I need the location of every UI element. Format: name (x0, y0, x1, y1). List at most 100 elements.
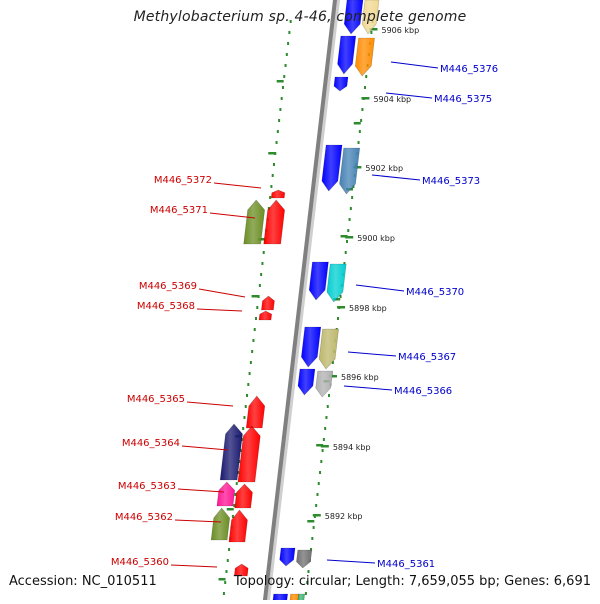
forward-track-dot (324, 427, 327, 430)
track-dash (316, 444, 324, 447)
reverse-track-dot (285, 53, 288, 56)
forward-track-dot (344, 251, 347, 254)
forward-track-dot (345, 240, 348, 243)
forward-track-dot (326, 405, 329, 408)
reverse-track-dot (255, 317, 258, 320)
forward-track-dot (322, 438, 325, 441)
forward-track-dot (351, 196, 354, 199)
forward-track-dot (357, 141, 360, 144)
reverse-track-dot (281, 86, 284, 89)
reverse-track-dot (278, 119, 281, 122)
reverse-track-dot (244, 405, 247, 408)
forward-gene-arrow (297, 368, 316, 396)
forward-track-dot (319, 471, 322, 474)
reverse-track-dot (233, 504, 236, 507)
tick-label: 5902 kbp (365, 164, 403, 173)
reverse-gene-leader (174, 519, 222, 523)
forward-track-dot (310, 548, 313, 551)
reverse-track-dot (222, 592, 225, 595)
reverse-track-dot (237, 471, 240, 474)
reverse-track-dot (247, 383, 250, 386)
forward-track-dot (312, 526, 315, 529)
track-dash (353, 122, 361, 125)
forward-gene-leader (347, 351, 397, 357)
reverse-track-dot (251, 350, 254, 353)
forward-track-dot (331, 361, 334, 364)
reverse-track-dot (267, 207, 270, 210)
forward-gene-arrow (318, 328, 339, 370)
forward-gene-arrow (321, 144, 343, 192)
reverse-gene-label: M446_5369 (139, 281, 197, 292)
forward-track-dot (307, 570, 310, 573)
forward-track-dot (328, 394, 331, 397)
track-dash (276, 80, 284, 83)
tick-label: 5896 kbp (341, 373, 379, 382)
forward-gene-arrow (272, 593, 289, 604)
reverse-track-dot (240, 438, 243, 441)
forward-gene-arrow (361, 0, 380, 35)
track-dash (307, 520, 315, 523)
forward-gene-arrow (339, 147, 361, 195)
forward-gene-label: M446_5375 (434, 94, 492, 105)
forward-track-dot (360, 119, 363, 122)
tick-label: 5898 kbp (349, 304, 387, 313)
reverse-track-dot (248, 372, 251, 375)
reverse-gene-leader (196, 308, 243, 312)
tick-mark (345, 236, 354, 239)
track-dash (333, 298, 341, 301)
track-dash (340, 235, 348, 238)
reverse-gene-arrow (219, 423, 243, 481)
reverse-track-dot (269, 196, 272, 199)
reverse-gene-arrow (263, 199, 285, 245)
reverse-gene-label: M446_5371 (150, 205, 208, 216)
reverse-track-dot (256, 306, 259, 309)
reverse-gene-arrow (261, 295, 275, 311)
reverse-track-dot (234, 493, 237, 496)
forward-track-dot (317, 482, 320, 485)
reverse-track-dot (279, 108, 282, 111)
reverse-track-dot (261, 262, 264, 265)
tick-label: 5892 kbp (325, 512, 363, 521)
reverse-gene-arrow (258, 310, 273, 321)
forward-gene-arrow (297, 593, 306, 604)
tick-label: 5900 kbp (357, 234, 395, 243)
forward-track-dot (316, 493, 319, 496)
tick-mark (312, 514, 321, 517)
reverse-track-dot (287, 42, 290, 45)
reverse-track-dot (271, 174, 274, 177)
forward-gene-arrow (279, 547, 296, 567)
forward-track-dot (304, 592, 307, 595)
forward-gene-arrow (333, 76, 349, 92)
reverse-track-dot (276, 130, 279, 133)
reverse-gene-arrow (245, 395, 266, 429)
reverse-gene-leader (186, 401, 234, 407)
forward-track-dot (311, 537, 314, 540)
forward-track-dot (349, 207, 352, 210)
track-dash (251, 295, 259, 298)
forward-gene-leader (355, 284, 405, 292)
reverse-track-dot (258, 284, 261, 287)
forward-track-dot (315, 504, 318, 507)
forward-track-dot (370, 31, 373, 34)
forward-track-dot (325, 416, 328, 419)
reverse-track-dot (238, 460, 241, 463)
forward-gene-leader (390, 61, 439, 69)
reverse-gene-arrow (237, 425, 261, 483)
forward-track-dot (321, 449, 324, 452)
reverse-track-dot (246, 394, 249, 397)
reverse-gene-leader (198, 288, 246, 298)
reverse-gene-leader (209, 212, 256, 219)
forward-track-dot (320, 460, 323, 463)
reverse-track-dot (288, 31, 291, 34)
reverse-gene-leader (181, 445, 229, 451)
reverse-track-dot (270, 185, 273, 188)
track-dash (258, 238, 266, 241)
forward-track-dot (347, 229, 350, 232)
forward-gene-arrow (301, 326, 322, 368)
tick-label: 5904 kbp (373, 95, 411, 104)
forward-gene-label: M446_5367 (398, 352, 456, 363)
reverse-track-dot (231, 515, 234, 518)
forward-gene-label: M446_5373 (422, 176, 480, 187)
forward-track-dot (363, 86, 366, 89)
